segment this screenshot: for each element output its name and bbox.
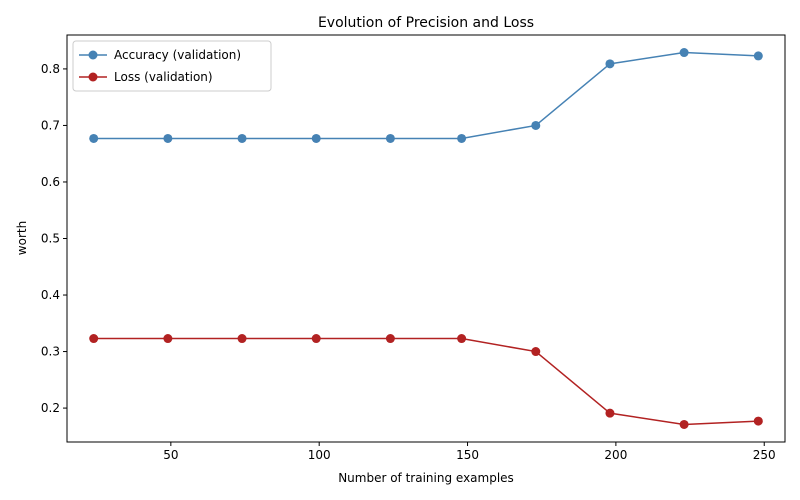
legend-item-accuracy: Accuracy (validation) bbox=[79, 48, 241, 62]
x-tick-label: 100 bbox=[308, 448, 331, 462]
legend-item-loss: Loss (validation) bbox=[79, 70, 213, 84]
x-tick-label: 250 bbox=[753, 448, 776, 462]
accuracy-point bbox=[163, 133, 173, 143]
accuracy-point bbox=[89, 133, 99, 143]
accuracy-point bbox=[679, 48, 689, 58]
accuracy-point bbox=[237, 133, 247, 143]
accuracy-point bbox=[457, 133, 467, 143]
loss-line bbox=[93, 337, 759, 426]
loss-point bbox=[679, 419, 689, 429]
series-accuracy bbox=[89, 48, 763, 143]
loss-point bbox=[531, 347, 541, 357]
y-tick-label: 0.4 bbox=[41, 288, 60, 302]
plot-area bbox=[66, 34, 786, 443]
y-tick-label: 0.7 bbox=[41, 118, 60, 132]
legend-label: Loss (validation) bbox=[114, 70, 213, 84]
loss-point bbox=[163, 334, 173, 344]
legend: Accuracy (validation) Loss (validation) bbox=[72, 40, 272, 92]
x-tick-label: 50 bbox=[163, 448, 178, 462]
y-axis-label: worth bbox=[15, 221, 29, 255]
series-loss bbox=[89, 334, 763, 429]
x-tick-label: 150 bbox=[456, 448, 479, 462]
accuracy-point bbox=[531, 120, 541, 130]
accuracy-point bbox=[311, 133, 321, 143]
y-tick-label: 0.8 bbox=[41, 62, 60, 76]
accuracy-point bbox=[385, 133, 395, 143]
accuracy-line bbox=[93, 51, 759, 140]
accuracy-point bbox=[605, 59, 615, 69]
y-tick-label: 0.3 bbox=[41, 345, 60, 359]
legend-marker bbox=[88, 72, 98, 82]
chart-title: Evolution of Precision and Loss bbox=[318, 15, 534, 31]
legend-label: Accuracy (validation) bbox=[114, 48, 241, 62]
loss-point bbox=[237, 334, 247, 344]
legend-marker bbox=[88, 50, 98, 60]
y-tick-label: 0.5 bbox=[41, 232, 60, 246]
loss-point bbox=[89, 334, 99, 344]
legend-box bbox=[72, 40, 272, 92]
loss-point bbox=[311, 334, 321, 344]
loss-point bbox=[605, 408, 615, 418]
x-axis: 50 100 150 200 250 bbox=[163, 442, 776, 462]
y-axis: 0.2 0.3 0.4 0.5 0.6 0.7 0.8 bbox=[41, 62, 67, 415]
x-tick-label: 200 bbox=[604, 448, 627, 462]
x-axis-label: Number of training examples bbox=[338, 471, 514, 485]
y-tick-label: 0.6 bbox=[41, 175, 60, 189]
accuracy-point bbox=[753, 51, 763, 61]
y-tick-label: 0.2 bbox=[41, 401, 60, 415]
loss-point bbox=[753, 416, 763, 426]
loss-point bbox=[385, 334, 395, 344]
loss-point bbox=[457, 334, 467, 344]
series-layer bbox=[89, 48, 763, 429]
